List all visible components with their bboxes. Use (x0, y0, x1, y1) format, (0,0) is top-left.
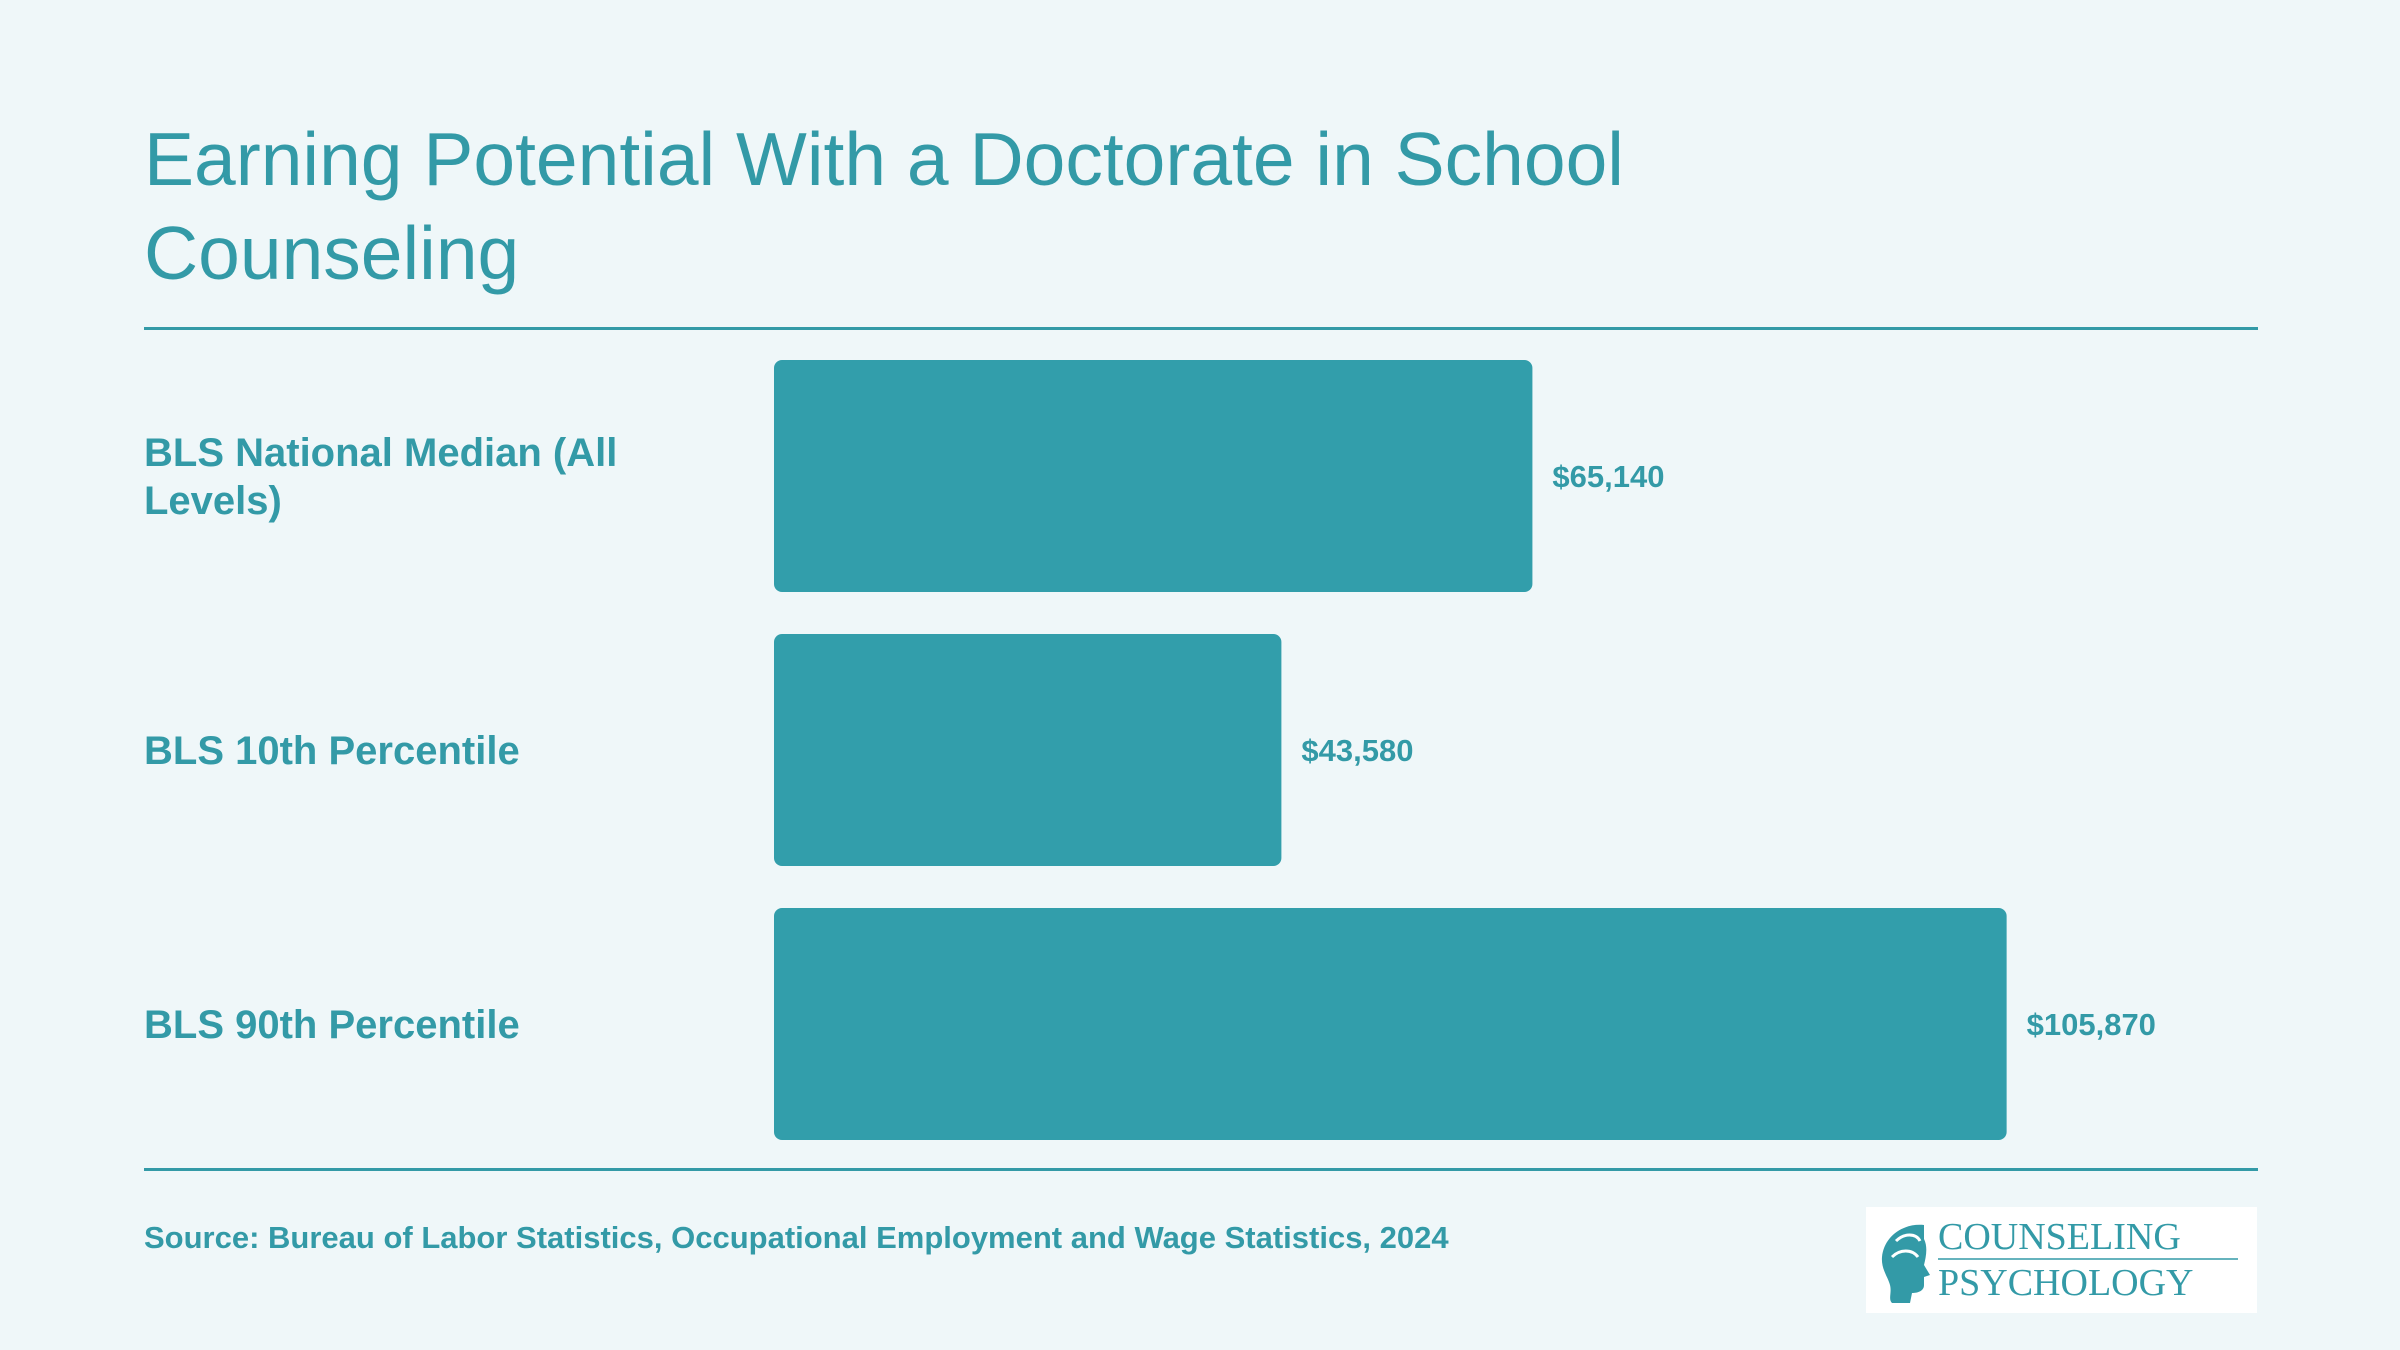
bar (774, 634, 1282, 866)
value-label: $105,870 (2027, 1007, 2156, 1042)
value-label: $43,580 (1301, 733, 1413, 768)
bottom-divider (144, 1168, 2258, 1171)
category-label: BLS 10th Percentile (144, 729, 520, 773)
head-profile-icon (1881, 1224, 1930, 1303)
counseling-psychology-logo: COUNSELING PSYCHOLOGY (1866, 1207, 2257, 1313)
bar (774, 360, 1533, 592)
category-label: BLS 90th Percentile (144, 1003, 520, 1047)
top-divider (144, 327, 2258, 330)
bar (774, 908, 2007, 1140)
category-label: BLS National Median (All Levels) (144, 431, 617, 523)
value-label: $65,140 (1552, 459, 1664, 494)
page-title: Earning Potential With a Doctorate in Sc… (144, 117, 1624, 295)
logo-line1: COUNSELING (1938, 1216, 2181, 1258)
source-note: Source: Bureau of Labor Statistics, Occu… (144, 1220, 1449, 1255)
logo-line2: PSYCHOLOGY (1938, 1262, 2193, 1304)
